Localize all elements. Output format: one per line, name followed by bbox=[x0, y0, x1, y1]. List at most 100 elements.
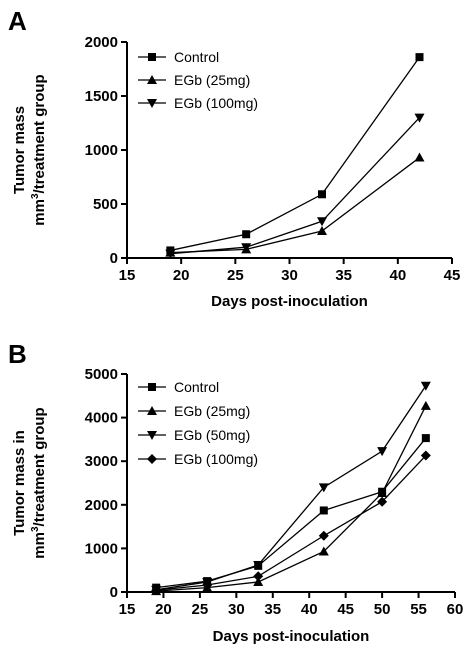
data-point-triangle-down bbox=[318, 483, 329, 493]
legend-label: EGb (100mg) bbox=[174, 451, 258, 467]
x-tick-label: 35 bbox=[335, 267, 352, 284]
series-line bbox=[170, 157, 420, 254]
legend-entry: EGb (100mg) bbox=[138, 451, 258, 467]
data-point-triangle-down bbox=[377, 447, 388, 457]
data-point-diamond bbox=[202, 580, 213, 591]
y-tick-label: 1000 bbox=[85, 540, 118, 557]
y-axis-title-superscript: 3 bbox=[30, 193, 41, 199]
legend-marker-square bbox=[148, 383, 156, 391]
legend-label: EGb (25mg) bbox=[174, 72, 250, 88]
legend-marker-diamond bbox=[147, 454, 157, 464]
data-point-diamond bbox=[253, 571, 264, 582]
legend-label: Control bbox=[174, 49, 219, 65]
series-line bbox=[170, 117, 420, 255]
legend-label: Control bbox=[174, 379, 219, 395]
data-point-triangle-up bbox=[253, 576, 264, 586]
series-line bbox=[156, 385, 427, 591]
data-point-square bbox=[421, 434, 430, 443]
y-tick-label: 500 bbox=[93, 196, 118, 213]
x-tick-label: 55 bbox=[410, 601, 427, 618]
series-egb-100mg bbox=[165, 113, 425, 259]
panel-b: B 15 20 25 30 35 40 45 50 55 60 0 1000 2000 3000 4000 50… bbox=[8, 339, 463, 645]
data-point-diamond bbox=[420, 450, 431, 461]
data-point-diamond bbox=[151, 585, 162, 596]
legend-label: EGb (100mg) bbox=[174, 95, 258, 111]
series-line bbox=[170, 56, 421, 252]
y-tick-label: 2000 bbox=[85, 34, 118, 51]
data-point-triangle-down bbox=[414, 113, 425, 123]
data-point-triangle-down bbox=[253, 560, 264, 570]
y-axis-title-rest: /treatment group bbox=[31, 407, 48, 526]
data-point-square bbox=[415, 53, 424, 62]
x-axis-title: Days post-inoculation bbox=[213, 628, 370, 645]
legend-entry: EGb (25mg) bbox=[138, 72, 250, 88]
y-tick-label: 1000 bbox=[85, 142, 118, 159]
legend-label: EGb (25mg) bbox=[174, 403, 250, 419]
x-tick-label: 30 bbox=[228, 601, 245, 618]
legend-entry: Control bbox=[138, 379, 219, 395]
y-tick-label: 0 bbox=[110, 250, 118, 267]
legend-label: EGb (50mg) bbox=[174, 427, 250, 443]
x-tick-label: 20 bbox=[155, 601, 172, 618]
data-point-triangle-down bbox=[317, 217, 327, 227]
series-egb-25mg bbox=[165, 152, 425, 257]
legend-entry: EGb (50mg) bbox=[138, 427, 250, 443]
y-axis-title-line1: Tumor mass in bbox=[11, 430, 28, 536]
x-tick-label: 40 bbox=[301, 601, 318, 618]
y-tick-label: 2000 bbox=[85, 497, 118, 514]
data-point-square bbox=[242, 230, 251, 239]
x-tick-label: 40 bbox=[389, 267, 406, 284]
legend-marker-triangle-down bbox=[147, 99, 157, 108]
data-point-triangle-up bbox=[414, 152, 425, 162]
y-axis-title-line1: Tumor mass bbox=[11, 106, 28, 194]
x-tick-label: 35 bbox=[264, 601, 281, 618]
x-tick-label: 45 bbox=[337, 601, 354, 618]
data-point-square bbox=[319, 506, 328, 515]
y-tick-label: 3000 bbox=[85, 453, 118, 470]
series-line bbox=[156, 437, 427, 589]
data-point-triangle-up bbox=[317, 226, 327, 235]
x-tick-label: 20 bbox=[173, 267, 190, 284]
legend-entry: EGb (25mg) bbox=[138, 403, 250, 419]
legend-marker-square bbox=[148, 53, 156, 61]
x-tick-label: 30 bbox=[281, 267, 298, 284]
x-tick-label: 15 bbox=[119, 601, 136, 618]
x-axis-title: Days post-inoculation bbox=[211, 293, 368, 310]
data-point-triangle-down bbox=[241, 243, 252, 253]
data-point-diamond bbox=[318, 530, 329, 541]
legend-marker-triangle-up bbox=[147, 75, 157, 84]
x-tick-label: 25 bbox=[227, 267, 244, 284]
x-tick-label: 25 bbox=[192, 601, 209, 618]
y-tick-label: 4000 bbox=[85, 410, 118, 427]
data-point-triangle-down bbox=[420, 381, 431, 391]
data-point-diamond bbox=[377, 496, 388, 507]
y-tick-label: 0 bbox=[110, 584, 118, 601]
y-axis-title-line2: mm3/treatment group bbox=[30, 407, 48, 558]
x-tick-label: 15 bbox=[119, 267, 136, 284]
panel-letter: A bbox=[8, 6, 27, 36]
series-line bbox=[156, 405, 427, 592]
panel-a: A 15 20 25 30 35 40 45 0 500 1000 1500 2000 Days post… bbox=[8, 6, 460, 310]
data-point-triangle-up bbox=[318, 546, 329, 556]
y-axis-title-superscript: 3 bbox=[30, 526, 41, 532]
y-axis-title-rest: /treatment group bbox=[31, 74, 48, 193]
data-point-triangle-down bbox=[165, 249, 176, 259]
y-axis-title-line2: mm3/treatment group bbox=[30, 74, 48, 225]
y-tick-label: 1500 bbox=[85, 88, 118, 105]
x-tick-label: 45 bbox=[444, 267, 461, 284]
y-tick-label: 5000 bbox=[85, 366, 118, 383]
series-line bbox=[156, 455, 427, 591]
series-egb-100mg bbox=[151, 450, 431, 596]
x-tick-label: 60 bbox=[447, 601, 464, 618]
data-point-triangle-up bbox=[377, 488, 388, 498]
data-point-triangle-up bbox=[420, 400, 431, 410]
legend-marker-triangle-down bbox=[147, 431, 157, 440]
x-tick-label: 50 bbox=[374, 601, 391, 618]
panel-letter: B bbox=[8, 339, 27, 369]
y-axis-title-unit: mm bbox=[31, 199, 48, 226]
legend-entry: Control bbox=[138, 49, 219, 65]
legend-marker-triangle-up bbox=[147, 406, 157, 415]
legend-entry: EGb (100mg) bbox=[138, 95, 258, 111]
y-axis-title-unit: mm bbox=[31, 532, 48, 559]
